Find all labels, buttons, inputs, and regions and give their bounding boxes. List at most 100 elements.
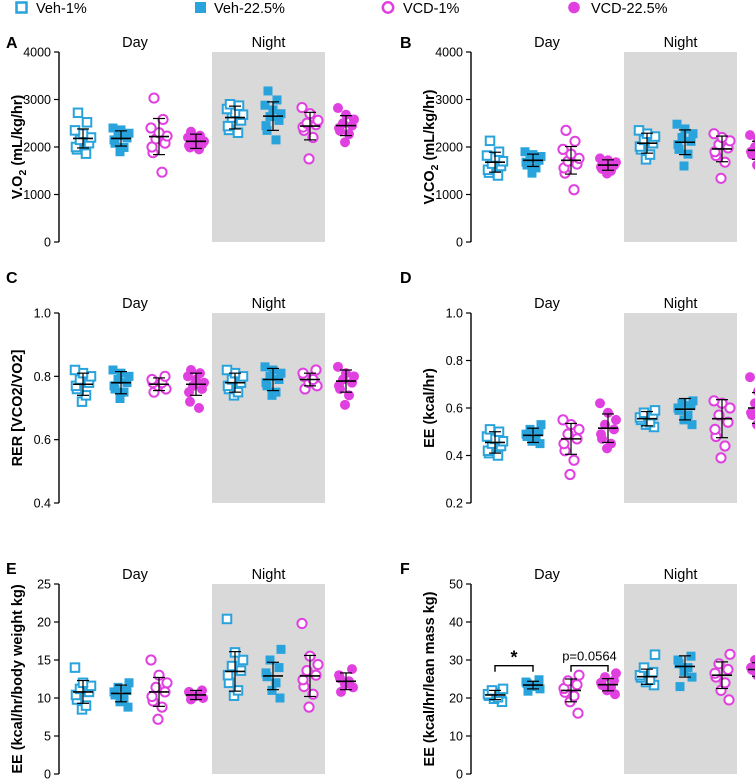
data-point	[633, 125, 645, 136]
data-point	[677, 398, 687, 408]
data-point	[303, 153, 315, 165]
y-tick-label: 1.0	[34, 307, 51, 321]
data-point	[525, 424, 535, 434]
data-point	[722, 416, 734, 428]
data-point	[558, 438, 570, 450]
y-tick-label: 3000	[435, 93, 463, 107]
group-night-vcd1	[296, 617, 324, 713]
group-day-veh225	[521, 420, 546, 449]
data-point	[349, 371, 359, 382]
data-point	[185, 396, 195, 407]
y-tick-label: 0	[456, 236, 463, 250]
data-point	[673, 140, 683, 150]
group-night-veh225	[260, 362, 286, 400]
group-day-veh1	[69, 662, 97, 715]
legend-label-veh-22: Veh-22.5%	[214, 1, 285, 17]
significance-label: *	[510, 648, 517, 668]
data-point	[221, 613, 233, 625]
group-night-vcd1	[708, 128, 736, 184]
data-point	[271, 678, 281, 688]
data-point	[157, 113, 169, 126]
data-point	[687, 672, 697, 682]
data-point	[611, 668, 621, 679]
data-point	[276, 644, 286, 654]
legend-marker-veh-22	[195, 2, 206, 13]
data-point	[672, 119, 682, 129]
y-tick-label: 2000	[23, 141, 51, 155]
data-point	[333, 361, 343, 372]
day-label: Day	[122, 296, 149, 312]
y-tick-label: 4000	[23, 46, 51, 60]
group-day-veh225	[108, 365, 134, 403]
group-day-veh225	[109, 678, 134, 712]
data-point	[145, 122, 157, 134]
group-night-veh225	[260, 86, 286, 145]
group-night-vcd1	[708, 395, 736, 464]
y-tick-label: 20	[449, 692, 463, 706]
data-point	[349, 114, 359, 125]
data-point	[521, 429, 531, 439]
legend: Veh-1% Veh-22.5% VCD-1% VCD-22.5%	[15, 1, 668, 17]
group-day-veh1	[482, 683, 509, 708]
y-tick-label: 40	[449, 616, 463, 630]
legend-label-veh-1: Veh-1%	[36, 1, 87, 17]
day-label: Day	[534, 567, 561, 583]
data-point	[124, 678, 134, 688]
data-point	[195, 130, 205, 141]
legend-label-vcd-1: VCD-1%	[403, 1, 460, 17]
data-point	[679, 161, 689, 171]
data-point	[723, 694, 735, 706]
y-axis-label: V.O2 (mL/kg/hr)	[10, 95, 29, 200]
data-point	[146, 373, 158, 386]
data-point	[261, 378, 271, 388]
data-point	[571, 679, 583, 691]
panel-F: Day Night F 0 10 20 30 40 50 EE (kcal/hr/lean mas…	[400, 561, 755, 781]
data-point	[108, 365, 118, 375]
data-point	[719, 677, 731, 689]
night-label: Night	[252, 296, 286, 312]
data-point	[752, 160, 755, 170]
data-point	[272, 95, 282, 105]
group-night-vcd1	[296, 101, 324, 165]
group-night-vcd225	[334, 664, 358, 697]
data-point	[572, 707, 584, 719]
data-point	[677, 133, 687, 142]
y-tick-label: 0	[44, 768, 51, 781]
group-day-veh1	[69, 364, 97, 407]
data-point	[237, 654, 249, 666]
y-tick-label: 4000	[435, 46, 463, 60]
data-point	[745, 130, 755, 141]
legend-marker-veh-1	[15, 1, 28, 14]
data-point	[674, 144, 684, 154]
data-point	[595, 153, 605, 164]
y-tick-label: 1000	[23, 188, 51, 202]
panel-E: Day Night E 0 5 10 15 20 25 EE (kcal/hr/body weig…	[6, 561, 358, 781]
y-tick-label: 0.6	[446, 402, 463, 416]
data-point	[686, 136, 696, 146]
day-label: Day	[534, 296, 561, 312]
y-tick-label: 0.8	[34, 370, 51, 384]
y-tick-label: 0.4	[446, 449, 463, 463]
y-tick-label: 0	[44, 236, 51, 250]
data-point	[715, 172, 727, 184]
y-tick-label: 30	[449, 654, 463, 668]
data-point	[186, 365, 196, 375]
data-point	[232, 127, 244, 138]
group-day-vcd225	[596, 668, 621, 700]
data-point	[568, 690, 580, 702]
y-tick-label: 25	[37, 578, 51, 592]
bracket-line	[494, 665, 534, 672]
group-day-veh225	[108, 123, 134, 157]
data-point	[119, 142, 129, 152]
group-night-veh1	[221, 99, 249, 138]
data-point	[347, 664, 357, 675]
data-point	[271, 387, 281, 397]
y-tick-label: 0.4	[34, 497, 51, 511]
data-point	[146, 690, 158, 703]
group-day-vcd225	[183, 365, 209, 413]
data-point	[344, 390, 354, 401]
group-night-vcd1	[297, 364, 323, 395]
panel-letter: E	[6, 561, 17, 578]
data-point	[109, 687, 119, 697]
data-point	[296, 617, 308, 630]
